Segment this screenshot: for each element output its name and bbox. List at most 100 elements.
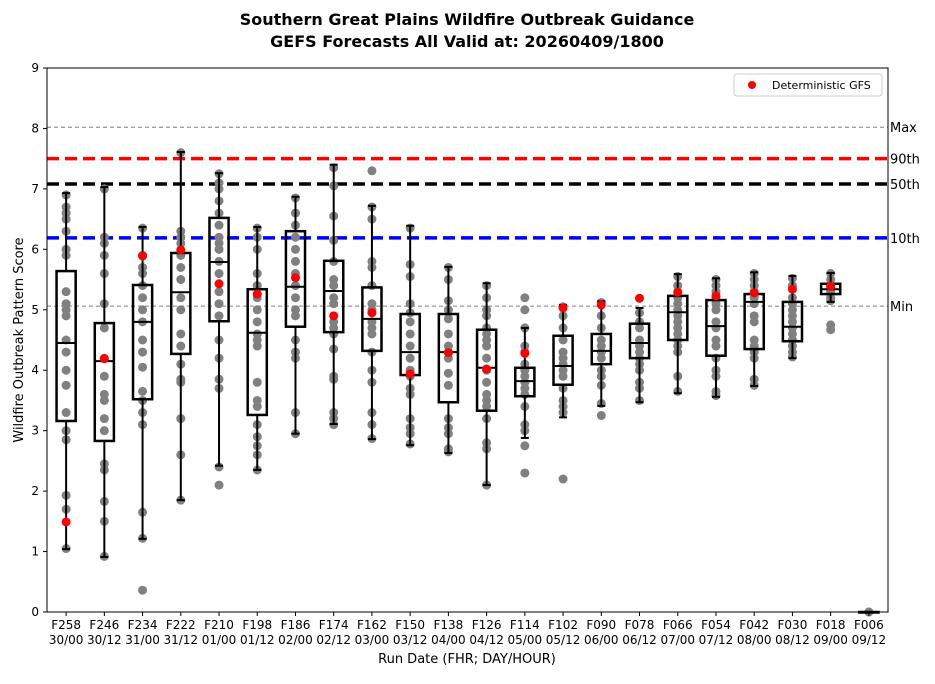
deterministic-gfs-point xyxy=(214,279,224,289)
x-axis-label: Run Date (FHR; DAY/HOUR) xyxy=(378,652,556,667)
x-tick-label-date: 05/00 xyxy=(508,633,543,647)
x-tick-label-fhr: F006 xyxy=(854,618,884,632)
x-tick-label-fhr: F210 xyxy=(204,618,234,632)
interquartile-box xyxy=(131,283,154,401)
x-tick-label-date: 09/00 xyxy=(813,633,848,647)
legend-frame xyxy=(733,73,883,97)
deterministic-gfs-point xyxy=(749,288,759,298)
ensemble-member-point xyxy=(596,411,606,421)
x-tick-label-date: 07/00 xyxy=(660,633,695,647)
x-tick-label-date: 03/00 xyxy=(355,633,390,647)
ensemble-member-point xyxy=(214,462,224,472)
deterministic-gfs-point xyxy=(405,369,415,379)
ensemble-member-point xyxy=(61,287,71,297)
x-tick-label-fhr: F042 xyxy=(739,618,769,632)
x-tick-label-date: 02/12 xyxy=(316,633,351,647)
ensemble-member-point xyxy=(443,368,453,378)
ensemble-member-point xyxy=(176,275,186,285)
ensemble-member-point xyxy=(443,380,453,390)
deterministic-gfs-point xyxy=(252,289,262,299)
reference-line-label: Max xyxy=(890,121,917,136)
interquartile-box xyxy=(628,322,651,360)
ensemble-member-point xyxy=(405,353,415,363)
reference-line-label: 90th xyxy=(890,153,920,168)
ensemble-member-point xyxy=(443,329,453,339)
deterministic-gfs-point xyxy=(99,354,109,364)
deterministic-gfs-point xyxy=(787,284,797,294)
ensemble-member-point xyxy=(520,293,530,303)
x-tick-label-date: 31/00 xyxy=(125,633,160,647)
y-tick-label: 8 xyxy=(31,121,39,135)
y-tick-label: 7 xyxy=(31,182,39,196)
y-tick-label: 9 xyxy=(31,61,39,75)
ensemble-member-point xyxy=(329,281,339,291)
deterministic-gfs-point xyxy=(329,311,339,321)
ensemble-member-point xyxy=(482,377,492,387)
chart-title-line-1: Southern Great Plains Wildfire Outbreak … xyxy=(240,10,695,29)
interquartile-box xyxy=(208,216,230,323)
ensemble-member-point xyxy=(138,335,148,345)
ensemble-member-point xyxy=(214,287,224,297)
y-axis-label: Wildfire Outbreak Pattern Score xyxy=(12,237,27,442)
ensemble-member-point xyxy=(405,341,415,351)
deterministic-gfs-point xyxy=(520,348,530,358)
ensemble-member-point xyxy=(749,299,759,309)
x-tick-label-fhr: F090 xyxy=(586,618,616,632)
ensemble-member-point xyxy=(443,314,453,324)
ensemble-member-point xyxy=(329,299,339,309)
ensemble-member-point xyxy=(482,401,492,411)
y-tick-label: 5 xyxy=(31,303,39,317)
x-tick-label-date: 30/12 xyxy=(87,633,122,647)
ensemble-member-point xyxy=(176,329,186,339)
ensemble-member-point xyxy=(520,441,530,451)
ensemble-member-point xyxy=(711,323,721,333)
ensemble-member-point xyxy=(99,395,109,405)
ensemble-member-point xyxy=(558,371,568,381)
x-tick-label-date: 08/00 xyxy=(737,633,772,647)
ensemble-member-point xyxy=(99,426,109,436)
y-tick-label: 4 xyxy=(31,363,39,377)
ensemble-member-point xyxy=(290,293,300,303)
interquartile-box xyxy=(55,269,77,423)
x-tick-label-date: 01/00 xyxy=(202,633,237,647)
ensemble-member-point xyxy=(290,311,300,321)
ensemble-member-point xyxy=(176,293,186,303)
ensemble-member-point xyxy=(520,305,530,315)
x-tick-label-date: 02/00 xyxy=(278,633,313,647)
x-tick-label-fhr: F078 xyxy=(625,618,655,632)
x-tick-label-fhr: F102 xyxy=(548,618,578,632)
ensemble-member-point xyxy=(558,474,568,484)
interquartile-box xyxy=(781,300,804,343)
ensemble-member-point xyxy=(290,244,300,254)
y-tick-label: 3 xyxy=(31,424,39,438)
y-tick-label: 2 xyxy=(31,484,39,498)
ensemble-member-point xyxy=(520,468,530,478)
ensemble-member-point xyxy=(138,386,148,396)
x-tick-label-date: 30/00 xyxy=(49,633,84,647)
ensemble-member-point xyxy=(61,365,71,375)
legend: Deterministic GFS xyxy=(733,73,883,97)
deterministic-gfs-point xyxy=(176,245,186,255)
ensemble-member-point xyxy=(61,347,71,357)
ensemble-member-point xyxy=(405,317,415,327)
interquartile-box xyxy=(552,334,574,386)
x-tick-label-fhr: F186 xyxy=(281,618,311,632)
interquartile-box xyxy=(246,287,269,417)
interquartile-box xyxy=(590,332,613,366)
x-tick-label-fhr: F066 xyxy=(663,618,693,632)
x-tick-label-date: 04/12 xyxy=(469,633,504,647)
ensemble-member-point xyxy=(99,323,109,333)
x-tick-label-date: 08/12 xyxy=(775,633,810,647)
ensemble-member-point xyxy=(214,220,224,230)
ensemble-member-point xyxy=(214,244,224,254)
ensemble-member-point xyxy=(99,414,109,424)
ensemble-member-point xyxy=(214,480,224,490)
plot-frame xyxy=(46,67,889,613)
ensemble-member-point xyxy=(482,353,492,363)
deterministic-gfs-point xyxy=(673,287,683,297)
x-tick-label-date: 04/00 xyxy=(431,633,466,647)
x-tick-label-fhr: F030 xyxy=(778,618,808,632)
x-tick-label-date: 06/00 xyxy=(584,633,619,647)
x-tick-label-date: 31/12 xyxy=(163,633,198,647)
x-tick-label-date: 03/12 xyxy=(393,633,428,647)
